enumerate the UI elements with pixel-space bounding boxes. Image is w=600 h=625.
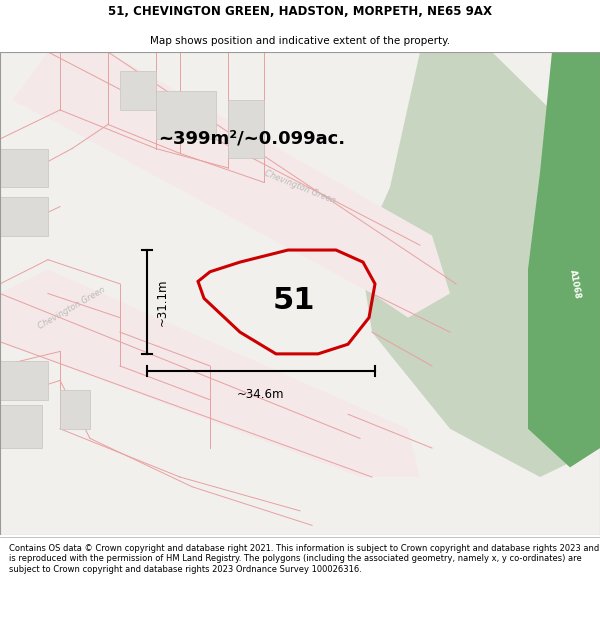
Polygon shape: [360, 52, 600, 477]
Text: Chevington Green: Chevington Green: [263, 169, 337, 206]
Text: Contains OS data © Crown copyright and database right 2021. This information is : Contains OS data © Crown copyright and d…: [9, 544, 599, 574]
Polygon shape: [0, 404, 42, 448]
Text: Map shows position and indicative extent of the property.: Map shows position and indicative extent…: [150, 36, 450, 46]
Polygon shape: [0, 269, 420, 477]
Polygon shape: [156, 91, 216, 139]
Text: ~31.1m: ~31.1m: [156, 278, 169, 326]
Polygon shape: [0, 361, 48, 400]
Text: 51: 51: [273, 286, 315, 315]
Text: ~399m²/~0.099ac.: ~399m²/~0.099ac.: [158, 130, 346, 148]
Polygon shape: [0, 197, 48, 236]
Text: Chevington Green: Chevington Green: [37, 285, 107, 331]
Polygon shape: [120, 71, 156, 110]
Polygon shape: [228, 100, 264, 158]
Polygon shape: [60, 390, 90, 429]
Text: 51, CHEVINGTON GREEN, HADSTON, MORPETH, NE65 9AX: 51, CHEVINGTON GREEN, HADSTON, MORPETH, …: [108, 5, 492, 18]
Text: ~34.6m: ~34.6m: [237, 388, 285, 401]
Polygon shape: [528, 52, 600, 468]
Polygon shape: [12, 52, 450, 318]
Text: A1068: A1068: [568, 268, 582, 299]
Polygon shape: [0, 149, 48, 188]
